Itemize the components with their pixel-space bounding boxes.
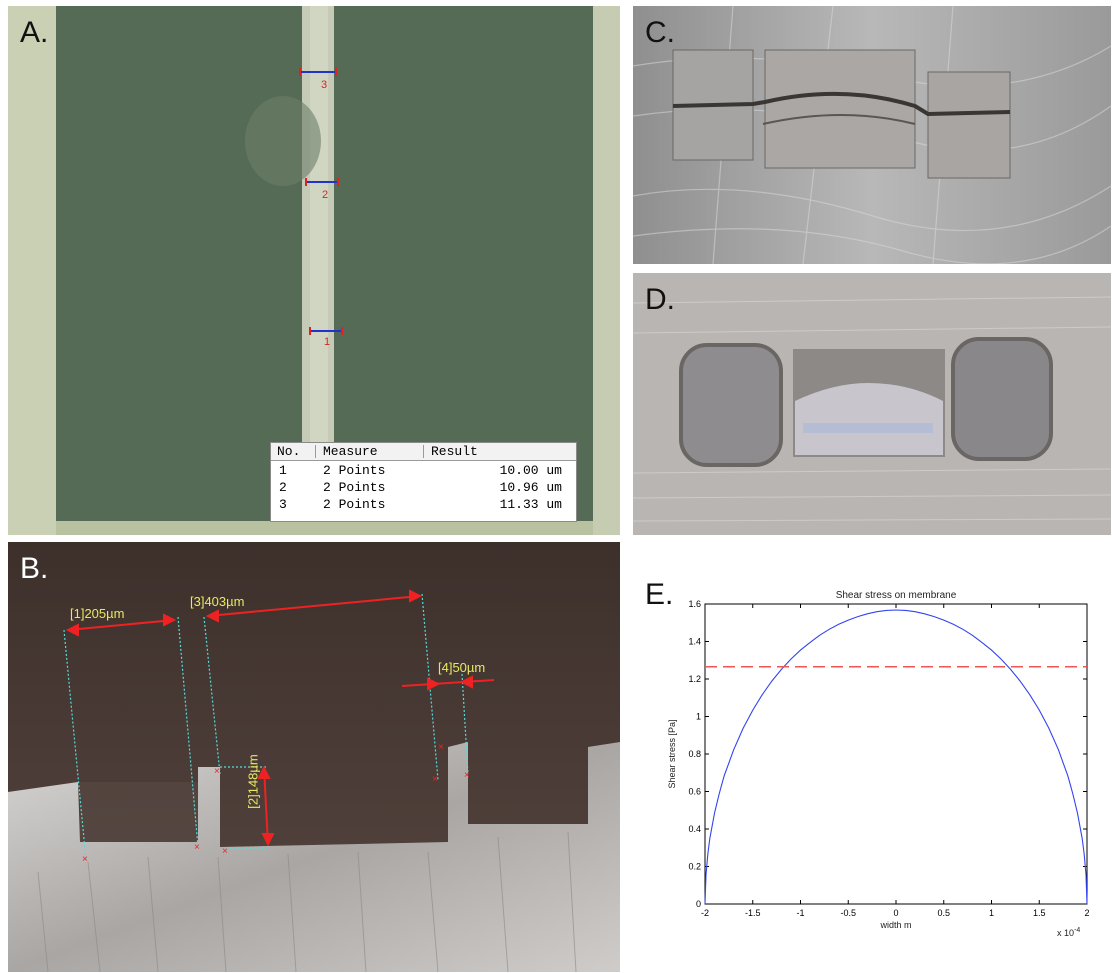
y-tick-label: 0 [696,899,701,909]
y-tick-label: 0.8 [688,749,701,759]
panel-d-label: D. [645,283,675,316]
header-measure: Measure [323,444,378,459]
svg-text:×: × [222,846,228,857]
annotation-148um: [2]148µm [245,754,261,809]
x-axis-multiplier: x 10-4 [1057,927,1080,938]
x-tick-label: 1.5 [1033,908,1046,918]
plot-area [704,603,1088,905]
shear-stress-chart: 0 0.2 0.4 0.6 0.8 1 1.2 1.4 1.6 -2 -1.5 -1 -0.5 0 0.5… [667,590,1090,938]
x-tick-label: -1 [796,908,804,918]
panel-b-image: × × × × × × × [8,542,620,972]
x-tick-label: -2 [701,908,709,918]
y-axis-label: Shear stress [Pa] [667,719,677,788]
y-tick-label: 0.4 [688,824,701,834]
x-tick-label: 0.5 [937,908,950,918]
x-axis-label: width m [879,920,911,930]
annotation-50um: [4]50µm [438,660,486,675]
panel-d-micrograph: D. [633,273,1111,535]
series-layer [704,609,1088,905]
panel-e-chart: E. 0 0.2 0.4 0.6 0.8 1 1.2 1.4 1.6 -2 -1.5 -1 -0.5 0… [633,542,1111,972]
y-tick-label: 1.6 [688,599,701,609]
panel-a-label: A. [20,16,49,49]
measure-marker-1 [309,327,343,335]
svg-text:×: × [432,774,438,785]
header-no: No. [277,444,301,459]
annotation-205um: [1]205µm [70,606,125,621]
x-tick-label: 1 [989,908,994,918]
panel-b-micrograph: × × × × × × × B. [1]205µm [3]403µm [4]50µm [… [8,542,620,972]
panel-c-micrograph: C. [633,6,1111,264]
measurement-table: No. Measure Result 1 2 Points 10.00 um 2… [270,442,577,522]
panel-b-label: B. [20,552,49,585]
svg-text:×: × [194,842,200,853]
x-tick-label: -0.5 [840,908,856,918]
y-tick-label: 0.2 [688,862,701,872]
svg-text:×: × [464,770,470,781]
panel-a-image: 3 2 1 [8,6,620,535]
svg-text:×: × [82,854,88,865]
measure-marker-2 [305,178,339,186]
panel-d-image [633,273,1111,535]
panel-a-micrograph: 3 2 1 A. No. Measure Result 1 2 Points 1… [8,6,620,535]
panel-e-label: E. [645,578,674,611]
y-axis-ticks: 0 0.2 0.4 0.6 0.8 1 1.2 1.4 1.6 [688,599,1087,909]
marker-label-3: 3 [321,79,327,91]
x-tick-label: -1.5 [745,908,761,918]
x-axis-ticks: -2 -1.5 -1 -0.5 0 0.5 1 1.5 2 [701,604,1090,918]
y-tick-label: 0.6 [688,787,701,797]
x-tick-label: 0 [893,908,898,918]
y-tick-label: 1.2 [688,674,701,684]
y-tick-label: 1 [696,712,701,722]
measure-marker-3 [299,68,337,76]
svg-text:×: × [214,766,220,777]
measurement-table-header: No. Measure Result [271,443,576,461]
marker-label-1: 1 [324,336,330,348]
panel-c-label: C. [645,16,675,49]
panel-c-image [633,6,1111,264]
annotation-403um: [3]403µm [190,594,245,609]
marker-label-2: 2 [322,189,328,201]
header-result: Result [431,444,478,459]
svg-text:×: × [438,742,444,753]
x-tick-label: 2 [1084,908,1089,918]
y-tick-label: 1.4 [688,637,701,647]
chart-title: Shear stress on membrane [836,590,957,601]
shear-stress-curve [704,609,1088,905]
